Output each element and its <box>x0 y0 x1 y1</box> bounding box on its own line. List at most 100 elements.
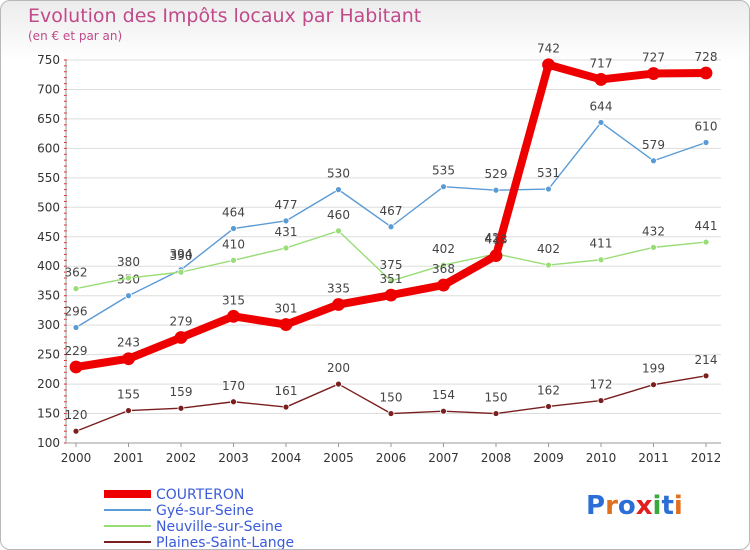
plot-area <box>66 60 721 443</box>
data-label: 530 <box>327 167 350 181</box>
data-label: 410 <box>222 237 245 251</box>
data-label: 301 <box>275 302 298 316</box>
series-courteron: 229 243 279 315 301 335 351 368 418 742 717 727 728 <box>65 42 718 374</box>
data-point <box>702 238 710 246</box>
y-tick-label: 200 <box>37 377 60 391</box>
data-label: 717 <box>590 56 613 70</box>
data-point <box>227 309 240 323</box>
data-point <box>279 318 293 331</box>
data-label: 531 <box>537 166 560 180</box>
data-label: 728 <box>695 50 718 64</box>
data-label: 335 <box>327 282 350 296</box>
data-point <box>282 403 290 411</box>
data-point <box>282 217 290 225</box>
series-plaines-saint-lange: 120 155 159 170 161 200 150 154 150 162 172 199 214 <box>65 353 718 435</box>
x-tick-label: 2009 <box>533 451 564 465</box>
data-point <box>387 410 395 417</box>
data-point <box>545 185 552 193</box>
y-tick-label: 250 <box>37 348 60 362</box>
data-label: 150 <box>485 391 508 405</box>
data-label: 315 <box>222 293 245 307</box>
y-tick-label: 650 <box>37 112 60 126</box>
data-point <box>492 410 500 417</box>
data-label: 394 <box>170 247 193 261</box>
data-point <box>542 58 555 72</box>
y-tick-label: 450 <box>37 230 60 244</box>
data-label: 467 <box>380 204 403 218</box>
data-label: 402 <box>432 242 455 256</box>
data-point <box>650 157 657 165</box>
data-point <box>332 298 345 311</box>
data-label: 199 <box>642 362 665 376</box>
data-point <box>702 372 710 380</box>
data-point <box>125 407 132 414</box>
data-label: 477 <box>275 198 298 212</box>
data-point <box>387 223 395 231</box>
legend: COURTERONGyé-sur-SeineNeuville-sur-Seine… <box>104 487 294 549</box>
data-point <box>545 403 552 410</box>
data-point <box>174 331 188 344</box>
data-label: 380 <box>117 255 140 269</box>
data-point <box>230 398 237 406</box>
data-point <box>282 244 290 252</box>
data-label: 279 <box>170 315 193 329</box>
data-label: 351 <box>380 272 403 286</box>
data-label: 214 <box>695 353 718 367</box>
data-point <box>230 256 237 264</box>
data-label: 243 <box>117 336 140 350</box>
legend-label: Neuville-sur-Seine <box>156 519 283 535</box>
data-label: 155 <box>117 388 140 402</box>
y-tick-label: 550 <box>37 171 60 185</box>
x-tick-label: 2011 <box>638 451 669 465</box>
data-point <box>597 397 605 404</box>
data-label: 362 <box>65 266 88 280</box>
x-tick-label: 2006 <box>376 451 407 465</box>
y-tick-label: 300 <box>37 318 60 332</box>
legend-label: Gyé-sur-Seine <box>156 503 254 519</box>
data-point <box>545 261 552 269</box>
data-point <box>335 227 342 235</box>
data-point <box>72 324 80 331</box>
data-point <box>650 381 657 389</box>
data-label: 529 <box>485 167 508 181</box>
data-label: 535 <box>432 164 455 178</box>
data-point <box>597 119 605 126</box>
data-point <box>594 73 608 86</box>
data-point <box>440 183 447 191</box>
data-label: 610 <box>695 119 718 133</box>
data-point <box>177 404 185 412</box>
data-point <box>72 285 80 293</box>
data-point <box>122 352 135 366</box>
data-point <box>597 256 605 264</box>
data-point <box>335 186 342 194</box>
data-point <box>177 268 185 276</box>
series-gy-sur-seine: 296350394464477530467535529531644579610 <box>65 99 718 331</box>
x-tick-label: 2008 <box>481 451 512 465</box>
legend-label: Plaines-Saint-Lange <box>156 535 294 549</box>
x-tick-label: 2000 <box>61 451 92 465</box>
data-label: 727 <box>642 51 665 65</box>
data-point <box>647 67 660 80</box>
data-label: 579 <box>642 138 665 152</box>
data-point <box>489 249 503 263</box>
y-tick-label: 500 <box>37 200 60 214</box>
data-point <box>125 292 132 300</box>
data-point <box>437 278 450 292</box>
data-label: 431 <box>275 225 298 239</box>
data-point <box>384 288 398 302</box>
legend-label: COURTERON <box>156 487 244 503</box>
data-label: 200 <box>327 361 350 375</box>
data-point <box>72 427 80 435</box>
data-label: 390 <box>170 249 193 263</box>
y-tick-label: 100 <box>37 436 60 450</box>
x-tick-label: 2001 <box>113 451 144 465</box>
data-label: 464 <box>222 206 245 220</box>
chart-subtitle: (en € et par an) <box>28 29 123 43</box>
data-point <box>69 360 83 374</box>
data-label: 172 <box>590 378 613 392</box>
data-point <box>125 274 132 282</box>
x-tick-label: 2005 <box>323 451 354 465</box>
x-tick-label: 2007 <box>428 451 459 465</box>
